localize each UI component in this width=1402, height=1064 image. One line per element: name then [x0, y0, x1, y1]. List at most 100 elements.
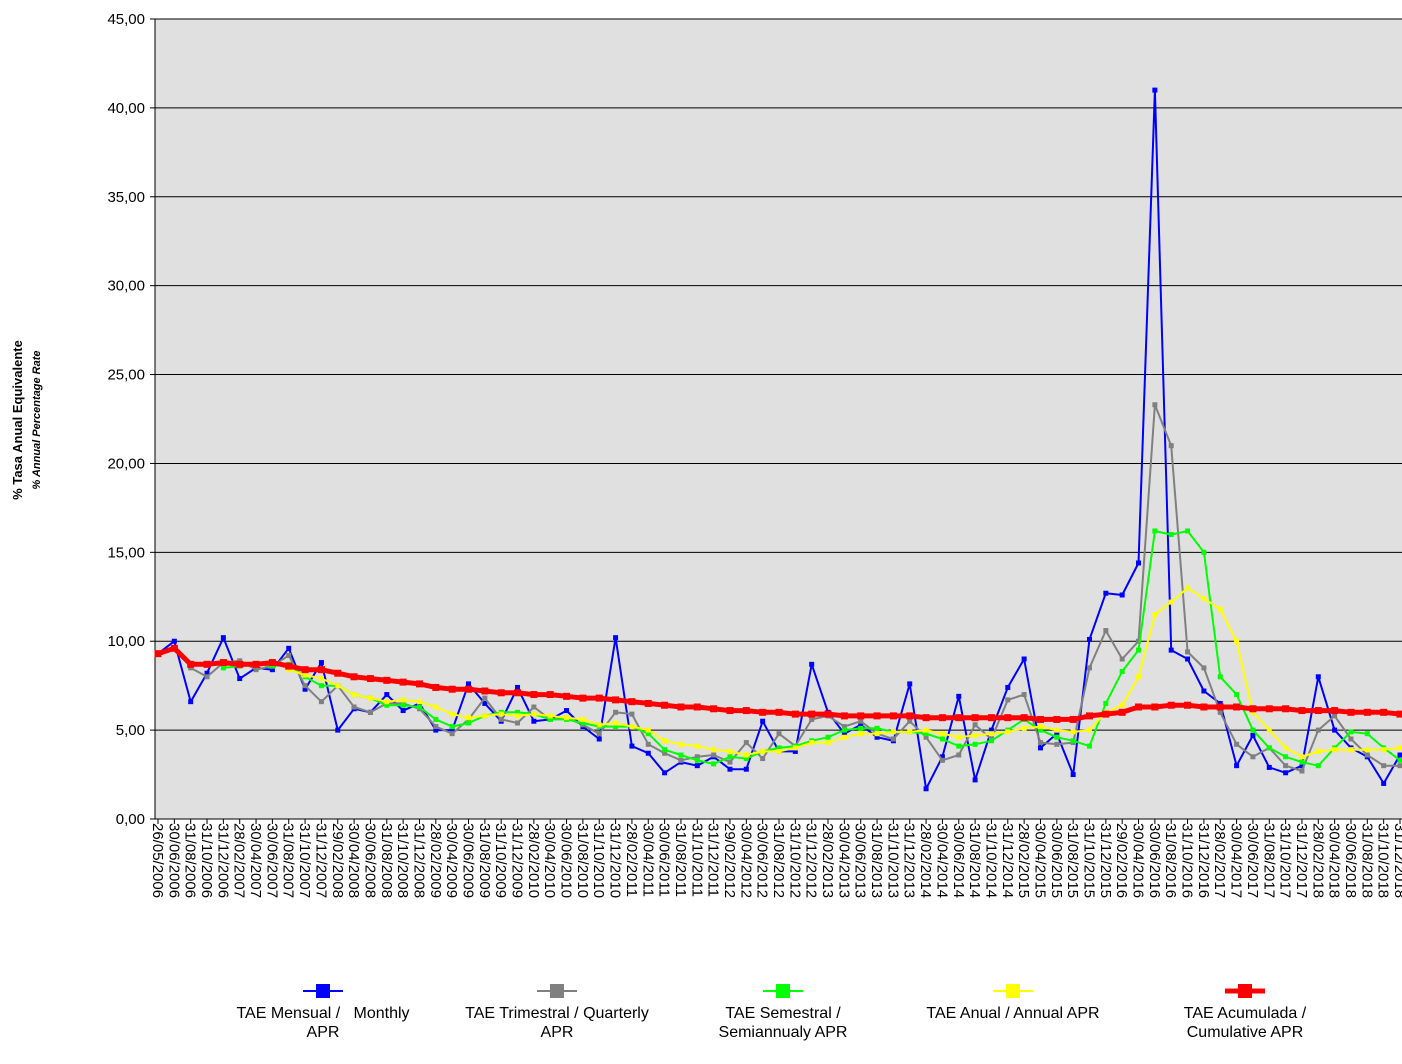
x-tick-label: 30/06/2017: [1244, 823, 1261, 898]
point-marker: [1103, 700, 1109, 706]
plot-area: [155, 19, 1402, 819]
point-marker: [1250, 709, 1256, 715]
point-marker: [1168, 443, 1174, 449]
point-marker: [809, 716, 815, 722]
point-marker: [661, 701, 669, 709]
x-tick-label: 31/12/2011: [705, 823, 722, 897]
point-marker: [792, 748, 798, 754]
point-marker: [1347, 708, 1355, 716]
x-tick-label: 30/06/2008: [361, 823, 378, 898]
point-marker: [1332, 727, 1338, 733]
x-tick-label: 30/04/2014: [933, 823, 950, 898]
x-tick-label: 30/04/2017: [1228, 823, 1245, 898]
x-tick-label: 30/06/2007: [263, 823, 280, 898]
point-marker: [1136, 638, 1142, 644]
x-tick-label: 31/12/2016: [1195, 823, 1212, 898]
point-marker: [384, 699, 390, 705]
point-marker: [1217, 700, 1223, 706]
point-marker: [694, 763, 700, 769]
point-marker: [1119, 656, 1125, 662]
point-marker: [433, 716, 439, 722]
x-tick-label: 30/04/2016: [1130, 823, 1147, 898]
point-marker: [1348, 736, 1354, 742]
point-marker: [449, 727, 455, 733]
point-marker: [1396, 710, 1402, 718]
point-marker: [760, 718, 766, 724]
point-marker: [858, 718, 864, 724]
point-marker: [727, 766, 733, 772]
point-marker: [776, 748, 782, 754]
legend-swatch: [1225, 984, 1265, 998]
point-marker: [1234, 638, 1240, 644]
point-marker: [1331, 707, 1339, 715]
x-tick-label: 31/10/2014: [982, 823, 999, 898]
x-tick-label: 31/12/2014: [999, 823, 1016, 898]
point-marker: [1217, 606, 1223, 612]
point-marker: [1332, 747, 1338, 753]
point-marker: [645, 731, 651, 737]
x-tick-label: 31/12/2018: [1391, 823, 1402, 898]
x-tick-label: 28/02/2018: [1309, 823, 1326, 898]
point-marker: [1397, 752, 1402, 758]
point-marker: [1020, 714, 1028, 722]
point-marker: [318, 683, 324, 689]
point-marker: [1348, 729, 1354, 735]
x-tick-label: 30/06/2009: [460, 823, 477, 898]
x-tick-label: 31/10/2006: [198, 823, 215, 898]
x-tick-label: 30/06/2006: [165, 823, 182, 898]
point-marker: [678, 752, 684, 758]
legend-label: TAE Mensual / Monthly APR: [236, 1005, 414, 1041]
y-axis-title: % Tasa Anual Equivalente: [10, 340, 25, 500]
point-marker: [1216, 703, 1224, 711]
point-marker: [662, 750, 668, 756]
point-marker: [1054, 731, 1060, 737]
point-marker: [693, 703, 701, 711]
x-tick-label: 31/10/2010: [590, 823, 607, 898]
point-marker: [1136, 647, 1142, 653]
point-marker: [237, 658, 243, 664]
chart: % Tasa Anual Equivalente % Annual Percen…: [10, 11, 1402, 898]
point-marker: [285, 662, 293, 670]
point-marker: [416, 699, 422, 705]
point-marker: [760, 756, 766, 762]
x-tick-label: 30/04/2012: [737, 823, 754, 898]
legend-item: TAE Acumulada / Cumulative APR: [1145, 982, 1345, 1042]
point-marker: [465, 685, 472, 693]
point-marker: [1005, 729, 1011, 735]
point-marker: [579, 694, 587, 702]
x-tick-label: 28/02/2013: [819, 823, 836, 898]
x-tick-label: 31/08/2009: [476, 823, 493, 898]
point-marker: [906, 712, 914, 720]
x-tick-label: 31/10/2015: [1081, 823, 1098, 898]
x-tick-label: 30/06/2013: [852, 823, 869, 898]
point-marker: [711, 747, 717, 753]
x-tick-label: 31/10/2009: [492, 823, 509, 898]
point-marker: [1021, 692, 1027, 698]
point-marker: [301, 666, 309, 674]
point-marker: [449, 724, 455, 730]
point-marker: [1053, 715, 1061, 723]
x-tick-label: 26/05/2006: [149, 823, 166, 898]
x-tick-label: 30/04/2011: [639, 823, 656, 897]
x-tick-label: 31/10/2018: [1375, 823, 1392, 898]
x-tick-label: 31/12/2006: [214, 823, 231, 898]
x-tick-label: 31/08/2008: [378, 823, 395, 898]
legend-marker: [550, 984, 564, 998]
point-marker: [645, 750, 651, 756]
x-tick-label: 28/02/2010: [525, 823, 542, 898]
point-marker: [743, 740, 749, 746]
point-marker: [1283, 745, 1289, 751]
point-marker: [497, 689, 505, 697]
point-marker: [613, 724, 619, 730]
point-marker: [956, 743, 962, 749]
point-marker: [644, 699, 652, 707]
legend-marker: [776, 984, 790, 998]
point-marker: [318, 660, 324, 666]
point-marker: [743, 766, 749, 772]
point-marker: [923, 727, 929, 733]
point-marker: [1299, 763, 1305, 769]
y-tick-label: 35,00: [107, 189, 145, 206]
point-marker: [530, 691, 538, 699]
x-tick-label: 31/10/2012: [786, 823, 803, 898]
point-marker: [564, 708, 570, 714]
